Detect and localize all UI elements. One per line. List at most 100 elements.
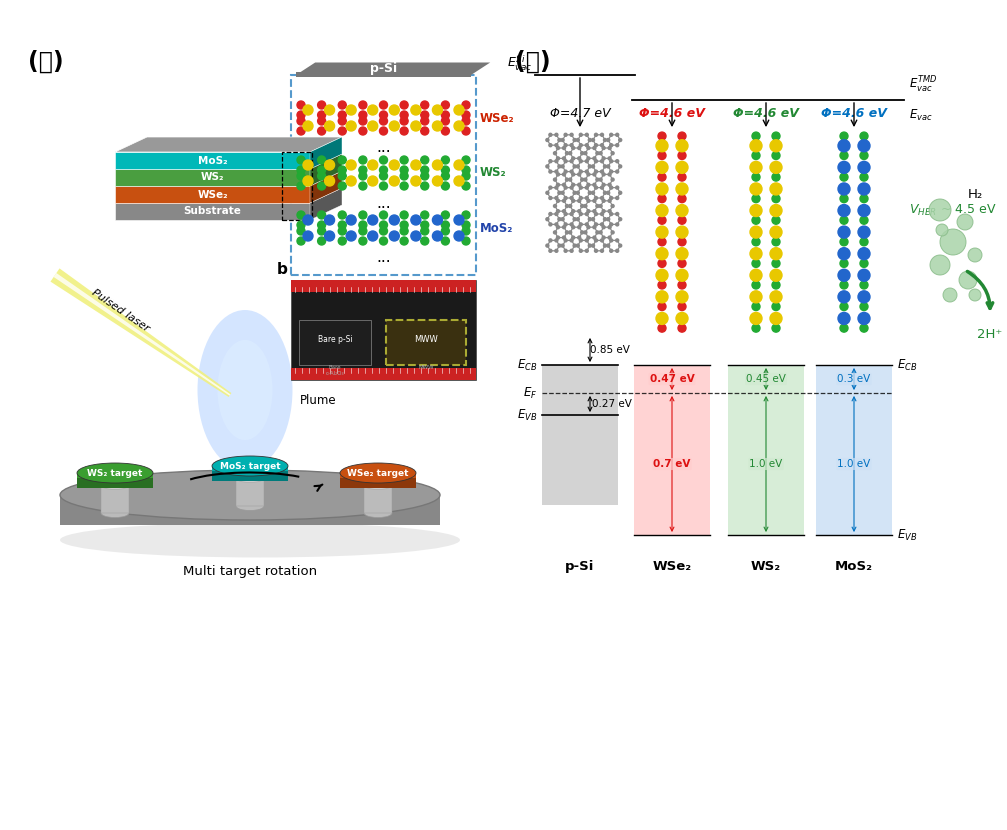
Circle shape [338,221,346,229]
Bar [728,365,804,535]
Circle shape [564,239,567,242]
Circle shape [618,191,621,194]
Circle shape [587,147,590,149]
Circle shape [584,204,587,208]
Circle shape [611,204,614,208]
Circle shape [563,183,566,186]
Circle shape [658,152,666,159]
Text: 0.85 eV: 0.85 eV [590,345,629,355]
Polygon shape [296,62,490,75]
Circle shape [600,159,603,163]
Circle shape [549,144,552,147]
Circle shape [603,244,606,247]
Bar [101,485,129,513]
Circle shape [957,214,973,230]
Circle shape [324,231,334,241]
Circle shape [840,238,848,246]
Circle shape [608,226,611,229]
Circle shape [936,224,948,236]
Bar [299,320,371,365]
Bar [212,466,288,476]
Circle shape [432,215,442,225]
Text: Substrate: Substrate [183,207,242,217]
Circle shape [555,159,558,163]
Circle shape [676,312,688,325]
Circle shape [615,159,618,163]
Circle shape [338,211,346,219]
Circle shape [462,221,470,229]
Bar [386,320,466,365]
Circle shape [563,199,566,203]
Circle shape [411,231,421,241]
Circle shape [555,134,558,136]
Circle shape [346,105,356,115]
Circle shape [579,197,582,199]
Circle shape [838,290,850,303]
Circle shape [860,281,868,289]
Circle shape [380,101,388,109]
Circle shape [584,152,587,154]
Text: WSe₂ target: WSe₂ target [347,468,409,477]
Circle shape [656,290,668,303]
Circle shape [317,227,325,235]
Circle shape [297,166,305,174]
Circle shape [549,170,552,173]
Circle shape [400,182,408,190]
Text: Φ=4.7 eV: Φ=4.7 eV [550,107,610,120]
Circle shape [400,211,408,219]
Circle shape [432,121,442,131]
Circle shape [579,186,582,189]
Circle shape [338,172,346,180]
Circle shape [603,165,606,168]
Circle shape [563,210,566,212]
Circle shape [678,152,686,159]
Circle shape [599,231,602,234]
Circle shape [588,165,591,168]
Circle shape [584,178,587,181]
Circle shape [860,132,868,140]
Circle shape [324,215,334,225]
Circle shape [930,255,950,275]
Bar [77,478,153,488]
Circle shape [549,223,552,226]
Circle shape [462,211,470,219]
Circle shape [441,227,449,235]
Bar [291,280,476,380]
Circle shape [549,197,552,199]
Circle shape [838,161,850,173]
Circle shape [772,132,780,140]
Circle shape [563,173,566,176]
Circle shape [297,111,305,119]
Circle shape [587,199,590,203]
Text: ...: ... [377,140,391,155]
Circle shape [770,183,782,195]
Circle shape [569,231,572,234]
Circle shape [615,239,618,242]
Circle shape [615,212,618,216]
Circle shape [676,226,688,238]
Circle shape [770,247,782,260]
Circle shape [546,165,549,168]
Circle shape [585,170,588,173]
Text: b: b [277,262,288,277]
Circle shape [297,237,305,245]
Text: MoS₂ target: MoS₂ target [220,461,280,471]
Circle shape [608,147,611,149]
Circle shape [594,212,597,216]
Circle shape [581,231,584,234]
Circle shape [358,211,367,219]
Text: $E_{vac}$: $E_{vac}$ [909,108,932,123]
Bar [816,365,892,535]
Circle shape [572,173,575,176]
Circle shape [564,223,567,226]
Circle shape [840,195,848,203]
Circle shape [959,271,977,289]
Text: ...: ... [377,196,391,211]
Circle shape [570,212,573,216]
Circle shape [579,170,582,173]
Circle shape [770,290,782,303]
Circle shape [615,249,618,252]
Circle shape [462,172,470,180]
Bar [282,152,312,220]
Circle shape [608,157,611,160]
